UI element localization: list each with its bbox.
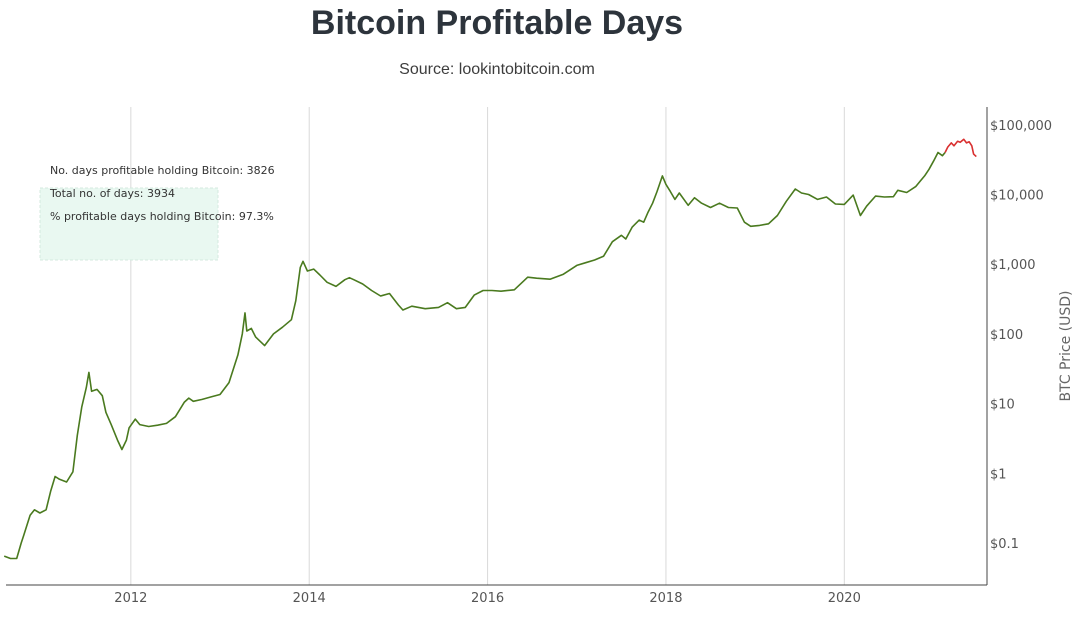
chart-title: Bitcoin Profitable Days (310, 4, 684, 42)
axes: 2012 2014 2016 2018 2020 $0.1 $1 $10 $100 $1,000 $… (6, 107, 1052, 606)
y-tick-label-100000: $100,000 (990, 119, 1052, 134)
y-tick-label-10: $10 (990, 398, 1015, 413)
annotation-background (39, 187, 219, 261)
vertical-gridlines (130, 107, 845, 585)
y-tick-label-100: $100 (990, 328, 1023, 343)
y-tick-label-0.1: $0.1 (990, 537, 1019, 552)
chart-subtitle: Source: lookintobitcoin.com (399, 61, 595, 78)
annotation-box: No. days profitable holding Bitcoin: 382… (39, 164, 275, 261)
x-tick-label-2020: 2020 (828, 591, 861, 606)
annotation-line-total-days: Total no. of days: 3934 (49, 187, 175, 200)
price-line-unprofitable (944, 138, 977, 158)
y-axis-title: BTC Price (USD) (1058, 290, 1074, 401)
y-tick-label-10000: $10,000 (990, 189, 1044, 204)
x-tick-label-2016: 2016 (471, 591, 504, 606)
annotation-line-profitable-days: No. days profitable holding Bitcoin: 382… (50, 164, 275, 177)
x-tick-label-2012: 2012 (114, 591, 147, 606)
x-tick-label-2014: 2014 (293, 591, 326, 606)
price-series (3, 138, 977, 560)
y-tick-label-1: $1 (990, 467, 1007, 482)
x-tick-label-2018: 2018 (649, 591, 682, 606)
annotation-line-percent-profitable: % profitable days holding Bitcoin: 97.3% (50, 210, 274, 223)
y-tick-label-1000: $1,000 (990, 258, 1036, 273)
price-line-profitable (3, 151, 946, 560)
